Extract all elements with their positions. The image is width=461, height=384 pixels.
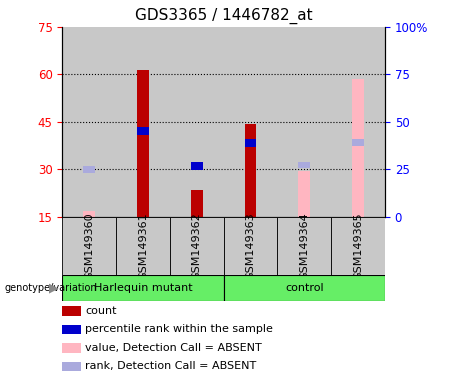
Text: GSM149362: GSM149362 bbox=[192, 212, 202, 280]
Text: rank, Detection Call = ABSENT: rank, Detection Call = ABSENT bbox=[85, 361, 256, 371]
Bar bbox=[170, 27, 224, 217]
Bar bbox=[116, 27, 170, 217]
FancyBboxPatch shape bbox=[116, 217, 170, 275]
FancyBboxPatch shape bbox=[224, 275, 385, 301]
Text: value, Detection Call = ABSENT: value, Detection Call = ABSENT bbox=[85, 343, 262, 353]
FancyBboxPatch shape bbox=[331, 217, 385, 275]
Title: GDS3365 / 1446782_at: GDS3365 / 1446782_at bbox=[135, 8, 313, 24]
Bar bbox=[137, 127, 149, 135]
Bar bbox=[331, 27, 385, 217]
FancyBboxPatch shape bbox=[62, 217, 116, 275]
Bar bbox=[244, 139, 256, 147]
Bar bbox=[224, 27, 278, 217]
FancyBboxPatch shape bbox=[278, 217, 331, 275]
Bar bbox=[83, 166, 95, 173]
FancyBboxPatch shape bbox=[224, 217, 278, 275]
Bar bbox=[191, 162, 203, 170]
Bar bbox=[298, 171, 310, 217]
Bar bbox=[352, 139, 364, 146]
Bar bbox=[244, 124, 256, 217]
Bar bbox=[191, 190, 203, 217]
Bar bbox=[298, 162, 310, 168]
Text: GSM149363: GSM149363 bbox=[245, 212, 255, 280]
Bar bbox=[137, 70, 149, 217]
FancyBboxPatch shape bbox=[170, 217, 224, 275]
Bar bbox=[83, 211, 95, 217]
Text: control: control bbox=[285, 283, 324, 293]
Text: GSM149361: GSM149361 bbox=[138, 212, 148, 280]
Text: Harlequin mutant: Harlequin mutant bbox=[94, 283, 192, 293]
Text: GSM149360: GSM149360 bbox=[84, 212, 94, 280]
Bar bbox=[278, 27, 331, 217]
Text: count: count bbox=[85, 306, 117, 316]
Bar bbox=[352, 79, 364, 217]
Text: GSM149364: GSM149364 bbox=[299, 212, 309, 280]
Bar bbox=[62, 27, 116, 217]
Text: GSM149365: GSM149365 bbox=[353, 212, 363, 280]
FancyBboxPatch shape bbox=[62, 275, 224, 301]
Text: percentile rank within the sample: percentile rank within the sample bbox=[85, 324, 273, 334]
Text: ▶: ▶ bbox=[49, 281, 59, 295]
Text: genotype/variation: genotype/variation bbox=[5, 283, 97, 293]
